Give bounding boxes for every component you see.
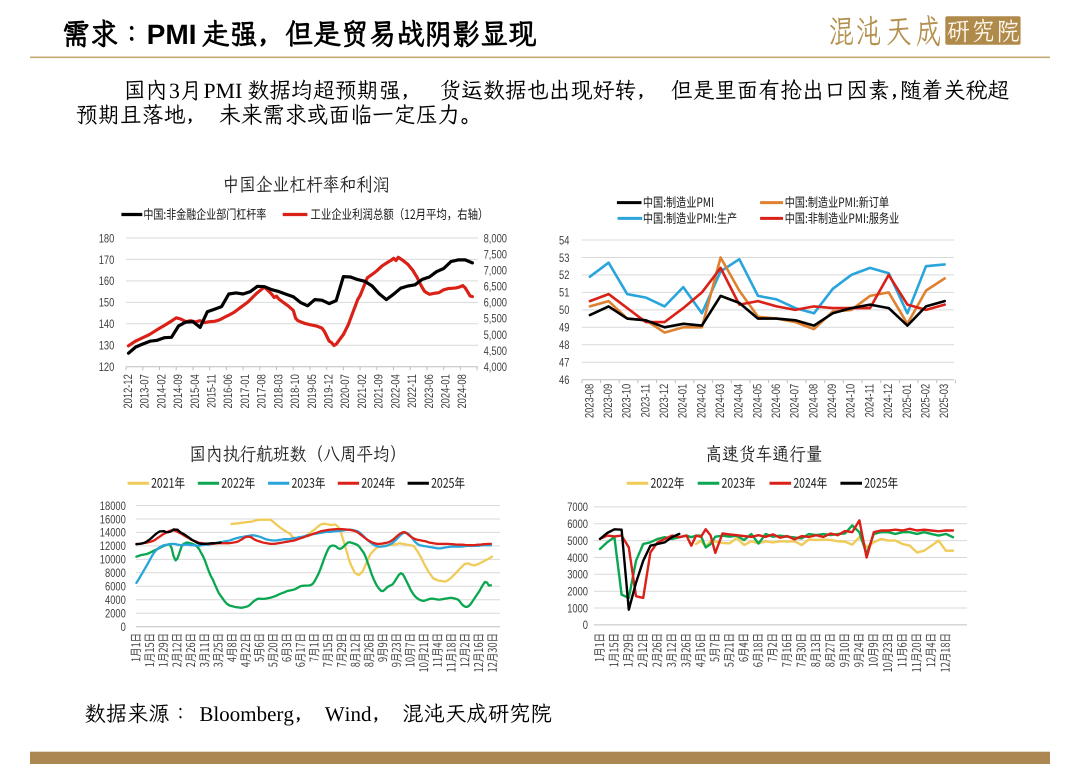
svg-text:5,500: 5,500 bbox=[484, 313, 507, 326]
svg-text:7,500: 7,500 bbox=[484, 248, 507, 261]
svg-text:51: 51 bbox=[559, 287, 569, 300]
svg-text:8000: 8000 bbox=[105, 567, 126, 580]
svg-text:5,000: 5,000 bbox=[484, 329, 507, 342]
svg-text:2024-08: 2024-08 bbox=[807, 384, 820, 418]
svg-text:2023-06: 2023-06 bbox=[423, 374, 436, 408]
svg-text:2015-04: 2015-04 bbox=[189, 374, 202, 408]
svg-text:0: 0 bbox=[121, 621, 126, 634]
svg-text:6000: 6000 bbox=[567, 518, 588, 531]
svg-text:2013-07: 2013-07 bbox=[139, 374, 152, 408]
svg-text:2024-12: 2024-12 bbox=[882, 384, 895, 418]
svg-text:2020-07: 2020-07 bbox=[339, 374, 352, 408]
svg-text:2024-10: 2024-10 bbox=[845, 384, 858, 418]
svg-text:2024-02: 2024-02 bbox=[695, 384, 708, 418]
svg-text:48: 48 bbox=[559, 339, 569, 352]
svg-text:5000: 5000 bbox=[567, 535, 588, 548]
svg-text:6,000: 6,000 bbox=[484, 297, 507, 310]
svg-text:2012-12: 2012-12 bbox=[122, 374, 135, 408]
svg-text:2022-11: 2022-11 bbox=[406, 374, 419, 408]
svg-text:2025-02: 2025-02 bbox=[919, 384, 932, 418]
svg-text:180: 180 bbox=[99, 232, 115, 245]
svg-text:2023-12: 2023-12 bbox=[658, 384, 671, 418]
svg-text:16000: 16000 bbox=[100, 513, 126, 526]
svg-text:2014-02: 2014-02 bbox=[155, 374, 168, 408]
svg-text:2018-10: 2018-10 bbox=[289, 374, 302, 408]
svg-text:2024-03: 2024-03 bbox=[714, 384, 727, 418]
svg-text:46: 46 bbox=[559, 374, 569, 387]
svg-text:14000: 14000 bbox=[100, 527, 126, 540]
svg-text:130: 130 bbox=[99, 340, 115, 353]
svg-text:2018-03: 2018-03 bbox=[272, 374, 285, 408]
svg-text:2025-03: 2025-03 bbox=[938, 384, 951, 418]
svg-text:12000: 12000 bbox=[100, 540, 126, 553]
svg-text:18000: 18000 bbox=[100, 500, 126, 513]
svg-text:2017-01: 2017-01 bbox=[239, 374, 252, 408]
svg-text:2024-01: 2024-01 bbox=[677, 384, 690, 418]
svg-text:2025-01: 2025-01 bbox=[901, 384, 914, 418]
svg-text:2024-08: 2024-08 bbox=[456, 374, 469, 408]
svg-text:54: 54 bbox=[559, 234, 569, 247]
svg-text:2019-05: 2019-05 bbox=[306, 374, 319, 408]
svg-text:170: 170 bbox=[99, 254, 115, 267]
svg-text:6000: 6000 bbox=[105, 581, 126, 594]
svg-text:8,000: 8,000 bbox=[484, 232, 507, 245]
svg-text:2024-04: 2024-04 bbox=[733, 384, 746, 418]
svg-text:2022-04: 2022-04 bbox=[389, 374, 402, 408]
svg-text:1000: 1000 bbox=[567, 602, 588, 615]
svg-text:4000: 4000 bbox=[105, 594, 126, 607]
svg-text:2023-10: 2023-10 bbox=[621, 384, 634, 418]
svg-text:2021-02: 2021-02 bbox=[356, 374, 369, 408]
svg-text:120: 120 bbox=[99, 361, 115, 374]
svg-text:47: 47 bbox=[559, 356, 569, 369]
svg-text:2014-09: 2014-09 bbox=[172, 374, 185, 408]
svg-text:2019-12: 2019-12 bbox=[322, 374, 335, 408]
svg-text:4000: 4000 bbox=[567, 552, 588, 565]
svg-text:2024-06: 2024-06 bbox=[770, 384, 783, 418]
svg-text:2023-08: 2023-08 bbox=[583, 384, 596, 418]
svg-text:4,000: 4,000 bbox=[484, 361, 507, 374]
svg-text:2017-08: 2017-08 bbox=[256, 374, 269, 408]
svg-text:2024-01: 2024-01 bbox=[439, 374, 452, 408]
svg-text:10000: 10000 bbox=[100, 554, 126, 567]
svg-text:2021-09: 2021-09 bbox=[373, 374, 386, 408]
svg-text:4,500: 4,500 bbox=[484, 345, 507, 358]
svg-text:150: 150 bbox=[99, 297, 115, 310]
svg-text:2023-09: 2023-09 bbox=[602, 384, 615, 418]
svg-text:2023-11: 2023-11 bbox=[639, 384, 652, 418]
svg-text:3000: 3000 bbox=[567, 569, 588, 582]
svg-text:53: 53 bbox=[559, 252, 569, 265]
svg-text:2016-06: 2016-06 bbox=[222, 374, 235, 408]
svg-text:2000: 2000 bbox=[105, 607, 126, 620]
svg-text:0: 0 bbox=[583, 619, 588, 632]
svg-text:52: 52 bbox=[559, 269, 569, 282]
svg-text:2024-05: 2024-05 bbox=[751, 384, 764, 418]
svg-text:2000: 2000 bbox=[567, 585, 588, 598]
svg-text:2024-11: 2024-11 bbox=[863, 384, 876, 418]
svg-text:7000: 7000 bbox=[567, 501, 588, 514]
svg-text:49: 49 bbox=[559, 322, 569, 335]
svg-text:7,000: 7,000 bbox=[484, 264, 507, 277]
svg-text:6,500: 6,500 bbox=[484, 281, 507, 294]
svg-text:2015-11: 2015-11 bbox=[205, 374, 218, 408]
svg-text:2024-09: 2024-09 bbox=[826, 384, 839, 418]
svg-text:140: 140 bbox=[99, 318, 115, 331]
svg-text:160: 160 bbox=[99, 275, 115, 288]
svg-text:2024-07: 2024-07 bbox=[789, 384, 802, 418]
svg-text:50: 50 bbox=[559, 304, 569, 317]
